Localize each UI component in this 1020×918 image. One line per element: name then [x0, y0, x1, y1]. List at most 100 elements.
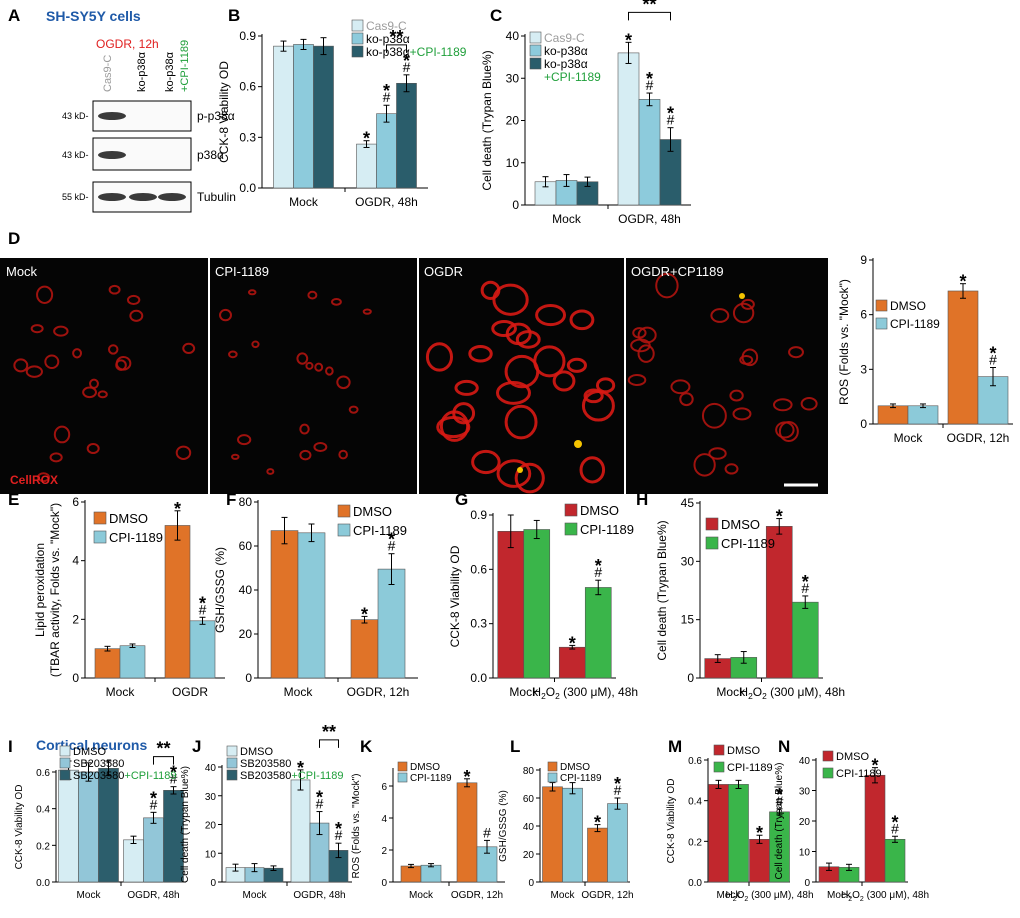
- bar: [164, 525, 191, 679]
- cell-signal: [710, 308, 730, 323]
- y-tick-label: 0.0: [470, 671, 487, 685]
- legend-label: SB203580+CPI-1189: [240, 770, 343, 782]
- panel-letter-m: M: [668, 737, 682, 756]
- y-tick-label: 40: [523, 822, 535, 833]
- cell-signal: [637, 326, 657, 344]
- legend-label: DMSO: [721, 517, 760, 532]
- significance-mark: #: [646, 77, 654, 93]
- cell-signal: [307, 290, 318, 300]
- legend-swatch: [875, 317, 888, 330]
- cell-signal: [325, 366, 334, 376]
- x-category-label: H2O2 (300 μM), 48h: [532, 685, 638, 701]
- label-part: 2: [848, 896, 852, 903]
- legend-label-extra: +CPI-1189: [544, 70, 601, 84]
- cell-signal: [492, 283, 529, 316]
- cell-signal: [237, 434, 252, 446]
- legend-label: CPI-1189: [890, 317, 940, 331]
- legend-swatch: [713, 744, 725, 756]
- legend-swatch: [351, 32, 364, 45]
- cell-dots: [13, 272, 818, 494]
- cell-signal: [480, 280, 501, 300]
- x-category-label: OGDR, 12h: [947, 431, 1010, 445]
- cell-signal: [115, 356, 132, 371]
- bar: [884, 838, 906, 883]
- cell-signal: [25, 365, 43, 378]
- bar: [78, 771, 99, 883]
- cell-signal: [670, 379, 691, 395]
- x-category-label: Mock: [717, 890, 742, 901]
- significance-mark: *: [361, 604, 368, 624]
- cell-signal: [107, 344, 119, 355]
- y-axis-label: ROS (Folds vs. "Mock"): [351, 774, 362, 879]
- kd-p38: 43 kD-: [62, 150, 89, 160]
- y-tick-label: 0: [72, 671, 79, 685]
- band-tubulin-2: [129, 193, 157, 201]
- panel-letter-i: I: [8, 737, 13, 756]
- significance-mark: *: [316, 788, 323, 808]
- cell-signal: [471, 449, 501, 475]
- panel-letter-g: G: [455, 490, 468, 509]
- y-tick-label: 0.3: [239, 130, 256, 144]
- panel-letter-l: L: [510, 737, 520, 756]
- legend-text: CPI-1189: [109, 530, 163, 545]
- legend-label: CPI-1189: [836, 768, 882, 780]
- cell-signal: [305, 361, 314, 370]
- bar: [542, 786, 563, 883]
- cell-signal: [230, 453, 240, 460]
- significance-mark: *: [871, 756, 878, 776]
- legend-swatch: [547, 761, 558, 772]
- significance-mark: #: [594, 564, 602, 580]
- bar: [293, 44, 314, 189]
- y-tick-label: 0.4: [36, 805, 50, 816]
- legend-text: CPI-1189: [721, 536, 775, 551]
- legend-swatch: [397, 761, 408, 772]
- label-part: 2: [748, 691, 753, 701]
- lane-label-cpi: +CPI-1189: [179, 40, 191, 92]
- significance-mark: *: [625, 30, 632, 50]
- legend-text: ko-p38α: [544, 44, 588, 58]
- x-category-label: Mock: [827, 890, 852, 901]
- cell-signal: [693, 453, 716, 477]
- bar: [396, 82, 417, 189]
- bar: [376, 113, 397, 189]
- legend-swatch: [705, 517, 719, 531]
- legend-label: CPI-1189: [560, 773, 602, 784]
- x-category-label: OGDR, 12h: [581, 890, 633, 901]
- bar: [728, 784, 749, 883]
- band-pp38: [98, 112, 126, 120]
- legend-swatch: [529, 44, 542, 57]
- y-tick-label: 0.6: [36, 768, 50, 779]
- significance-mark: *: [891, 812, 898, 832]
- label-part: O: [546, 685, 555, 699]
- significance-mark: #: [667, 112, 675, 128]
- cell-signal: [627, 374, 647, 386]
- bar: [94, 648, 121, 679]
- cell-signal: [336, 375, 351, 390]
- significance-mark: *: [383, 81, 390, 101]
- y-tick-label: 40: [205, 763, 217, 774]
- image-strip: [0, 258, 828, 494]
- significance-mark: *: [363, 129, 370, 149]
- bar: [98, 768, 119, 883]
- label-part: 2: [555, 691, 560, 701]
- cell-signal: [741, 348, 759, 367]
- cell-signal: [72, 348, 82, 359]
- significance-mark: *: [569, 633, 576, 653]
- legend-label: DMSO: [353, 504, 392, 519]
- x-category-label: OGDR, 12h: [347, 685, 410, 699]
- legend-text: CPI-1189: [836, 768, 882, 780]
- chart-B: B 0.0 0.3 0.6 0.9 Mock OGDR, 48h CCK-8 Viabilit…: [217, 6, 467, 209]
- legend-label: ko-p38α: [544, 44, 588, 58]
- legend-swatch: [529, 31, 542, 44]
- legend-label: SB203580+CPI-1189: [73, 770, 176, 782]
- cell-signal: [36, 285, 54, 304]
- cell-signal: [108, 284, 121, 295]
- y-tick-label: 6: [860, 308, 867, 322]
- bar: [297, 532, 326, 679]
- y-tick-label: 30: [681, 554, 695, 568]
- x-category-label: Mock: [106, 685, 136, 699]
- cell-signal: [788, 346, 804, 359]
- legend-swatch: [705, 536, 719, 550]
